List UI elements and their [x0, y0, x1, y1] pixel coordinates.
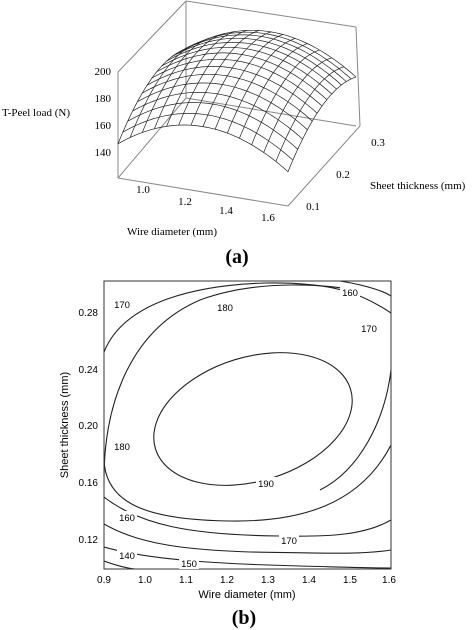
- surface-wires: [117, 29, 357, 173]
- contour-lines: [104, 281, 391, 569]
- y-tick-label: 0.2: [336, 169, 350, 181]
- y-tick-label: 0.12: [79, 535, 99, 546]
- surface-wire-y: [122, 113, 294, 161]
- y-axis-label: Sheet thickness (mm): [59, 372, 71, 478]
- y-tick-label: 0.20: [79, 421, 99, 432]
- y-tick-label: 0.1: [306, 201, 320, 213]
- x-tick-label: 1.6: [382, 575, 396, 586]
- x-tick-label: 1.2: [220, 575, 234, 586]
- x-tick-label: 1.1: [179, 575, 193, 586]
- x-tick-label: 1.5: [343, 575, 357, 586]
- contour-label: 160: [342, 288, 358, 299]
- contour-y-ticks: 0.28 0.24 0.20 0.16 0.12: [79, 308, 99, 546]
- surface-wire-y: [137, 82, 308, 130]
- contour-label: 180: [217, 303, 233, 314]
- contour-line-170-lower: [104, 496, 391, 537]
- contour-label: 170: [114, 300, 130, 311]
- contour-label: 190: [258, 479, 274, 490]
- plot-frame: [103, 280, 392, 570]
- contour-line-180-lower: [104, 444, 391, 522]
- surface-box: [117, 0, 361, 207]
- surface-wire-y: [185, 29, 357, 78]
- y-axis-label: Sheet thickness (mm): [370, 180, 466, 192]
- surface-wire-y: [166, 42, 337, 90]
- surface-wire-y: [161, 46, 332, 95]
- surface-wire-x: [141, 37, 211, 133]
- surface-wire-y: [127, 102, 298, 150]
- x-tick-label: 1.6: [261, 212, 275, 224]
- contour-label: 150: [181, 559, 197, 570]
- contour-x-ticks: 0.9 1.0 1.1 1.2 1.3 1.4 1.5 1.6: [97, 575, 396, 586]
- contour-label: 180: [114, 442, 130, 453]
- y-tick-label: 0.3: [371, 137, 385, 149]
- x-tick-label: 1.0: [138, 575, 152, 586]
- caption-a: (a): [225, 246, 248, 268]
- caption-b: (b): [232, 607, 256, 629]
- contour-label: 140: [119, 551, 135, 562]
- contour-line-140: [104, 560, 136, 569]
- x-tick-label: 0.9: [97, 575, 111, 586]
- contour-label: 170: [281, 536, 297, 547]
- contour-line-150: [104, 546, 391, 569]
- z-tick-label: 160: [95, 120, 112, 132]
- contour-line-160-lower: [104, 523, 391, 554]
- x-tick-label: 1.2: [178, 196, 192, 208]
- surface-plot: 200 180 160 140 1.0 1.2 1.4 1.6 0.1 0.2 …: [2, 0, 466, 238]
- z-tick-label: 140: [95, 147, 112, 159]
- surface-wire-y: [156, 52, 328, 100]
- x-tick-label: 1.3: [261, 575, 275, 586]
- x-tick-label: 1.4: [302, 575, 316, 586]
- surface-wire-y: [117, 124, 289, 173]
- surface-wire-y: [151, 58, 323, 107]
- surface-wire-y: [142, 73, 313, 122]
- contour-line-180-upper: [104, 284, 361, 484]
- surface-wire-y: [176, 34, 347, 82]
- x-tick-label: 1.4: [219, 205, 233, 217]
- x-axis-label: Wire diameter (mm): [198, 589, 295, 601]
- contour-line-160-corner: [339, 281, 391, 297]
- y-tick-label: 0.16: [79, 478, 99, 489]
- z-tick-label: 200: [95, 66, 112, 78]
- contour-labels: 170 180 160 170 180 190 160 170 140 150: [112, 286, 379, 570]
- contour-line-180-right: [319, 369, 391, 491]
- surface-wire-y: [132, 92, 303, 140]
- contour-plot: 170 180 160 170 180 190 160 170 140 150 …: [59, 280, 396, 601]
- surface-wire-x: [239, 43, 308, 139]
- x-axis-label: Wire diameter (mm): [127, 226, 217, 238]
- x-tick-label: 1.0: [136, 184, 150, 196]
- surface-wire-y: [146, 66, 318, 114]
- surface-wire-x: [226, 38, 296, 134]
- y-tick-label: 0.28: [79, 308, 99, 319]
- contour-label: 170: [361, 324, 377, 335]
- surface-wire-y: [171, 37, 342, 86]
- y-tick-label: 0.24: [79, 365, 99, 376]
- z-axis-label: T-Peel load (N): [2, 107, 70, 119]
- contour-label: 160: [119, 513, 135, 524]
- z-tick-label: 180: [95, 93, 112, 105]
- surface-ticks: 200 180 160 140 1.0 1.2 1.4 1.6 0.1 0.2 …: [95, 66, 386, 224]
